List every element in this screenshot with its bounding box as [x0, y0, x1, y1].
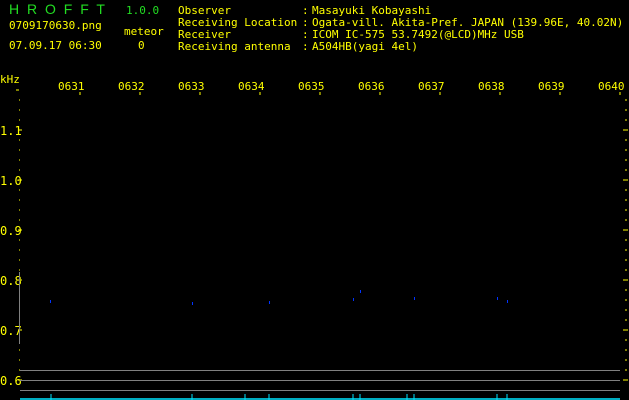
- x-tick-label: 0636: [358, 80, 385, 93]
- info-label-receiver: Receiver: [178, 28, 231, 41]
- x-tick-label: 0633: [178, 80, 205, 93]
- file-datetime: 07.09.17 06:30: [9, 39, 102, 52]
- app-version: 1.0.0: [126, 4, 160, 17]
- y-tick-label: 0.6: [0, 374, 22, 388]
- file-name: 0709170630.png: [9, 19, 102, 32]
- y-tick-label: 0.9: [0, 224, 22, 238]
- x-tick-label: 0632: [118, 80, 145, 93]
- y-tick-label: 1.0: [0, 174, 22, 188]
- info-value-receiver: ICOM IC-575 53.7492(@LCD)MHz USB: [312, 28, 524, 41]
- info-label-observer: Observer: [178, 4, 231, 17]
- signal-echo: [497, 297, 498, 300]
- x-tick-label: 0635: [298, 80, 325, 93]
- signal-echo: [353, 298, 354, 301]
- signal-echo: [269, 301, 270, 304]
- info-sep: :: [302, 40, 309, 53]
- info-sep: :: [302, 4, 309, 17]
- info-label-antenna: Receiving antenna: [178, 40, 291, 53]
- signal-echo: [507, 300, 508, 303]
- meteor-count: 0: [138, 39, 145, 52]
- signal-echo: [50, 300, 51, 303]
- x-tick-label: 0637: [418, 80, 445, 93]
- signal-echo: [414, 297, 415, 300]
- x-tick-label: 0638: [478, 80, 505, 93]
- y-tick-label: 1.1: [0, 124, 22, 138]
- signal-echo: [192, 302, 193, 305]
- info-sep: :: [302, 16, 309, 29]
- info-value-location: Ogata-vill. Akita-Pref. JAPAN (139.96E, …: [312, 16, 624, 29]
- meteor-label: meteor: [124, 25, 164, 38]
- info-value-antenna: A504HB(yagi 4el): [312, 40, 418, 53]
- x-tick-label: 0640: [598, 80, 625, 93]
- y-tick-label: 0.7: [0, 324, 22, 338]
- signal-echo: [360, 290, 361, 293]
- info-sep: :: [302, 28, 309, 41]
- info-label-location: Receiving Location: [178, 16, 298, 29]
- x-tick-label: 0639: [538, 80, 565, 93]
- info-value-observer: Masayuki Kobayashi: [312, 4, 432, 17]
- app-title: H R O F F T: [9, 1, 107, 17]
- x-tick-label: 0631: [58, 80, 85, 93]
- y-tick-label: 0.8: [0, 274, 22, 288]
- x-tick-label: 0634: [238, 80, 265, 93]
- y-unit-label: kHz: [0, 73, 20, 86]
